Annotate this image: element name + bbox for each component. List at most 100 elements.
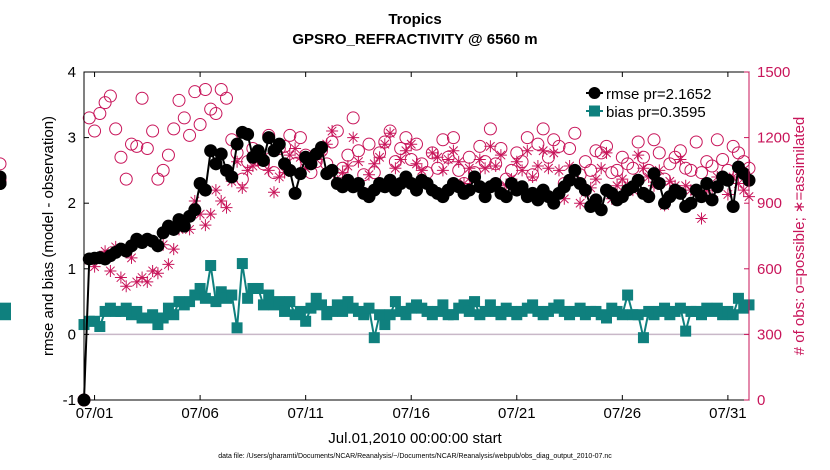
assimilated-obs-point — [194, 208, 207, 221]
assimilated-obs-point — [99, 245, 112, 258]
legend-rmse-label: rmse pr=2.1652 — [606, 86, 711, 103]
rmse-point — [209, 157, 223, 171]
possible-obs-point — [710, 133, 724, 147]
possible-obs-point — [689, 135, 703, 149]
rmse-point — [478, 190, 492, 204]
possible-obs-point — [161, 148, 175, 162]
rmse-point — [721, 173, 735, 187]
assimilated-obs-point — [289, 142, 302, 155]
rmse-point — [705, 193, 719, 207]
assimilated-obs-point — [114, 271, 127, 284]
bias-point — [199, 292, 211, 304]
rmse-point — [578, 183, 592, 197]
assimilated-obs-point — [389, 162, 402, 175]
rmse-point — [473, 180, 487, 194]
assimilated-obs-point — [611, 179, 624, 192]
rmse-point — [177, 219, 191, 233]
legend-bias-label: bias pr=0.3595 — [606, 104, 706, 121]
x-tick-label: 07/01 — [76, 405, 114, 422]
bias-point — [368, 332, 380, 344]
possible-obs-point — [172, 93, 186, 107]
possible-obs-point — [520, 131, 534, 145]
bias-point — [437, 299, 449, 311]
y-right-tick-label: 900 — [757, 195, 782, 212]
assimilated-obs-point — [479, 162, 492, 175]
possible-obs-point — [146, 124, 160, 138]
assimilated-obs-point — [436, 164, 449, 177]
rmse-point — [642, 190, 656, 204]
possible-obs-point — [193, 117, 207, 131]
bias-point — [342, 296, 354, 308]
bias-point — [379, 319, 391, 331]
bias-point — [680, 325, 692, 337]
assimilated-obs-point — [547, 146, 560, 159]
bias-point — [553, 299, 565, 311]
bias-point — [479, 305, 491, 317]
bias-point — [226, 289, 238, 301]
assimilated-obs-point — [130, 275, 143, 288]
possible-obs-point — [716, 152, 730, 166]
assimilated-obs-point — [637, 162, 650, 175]
possible-obs-point — [362, 137, 376, 151]
bias-point — [447, 309, 459, 321]
possible-obs-point — [647, 133, 661, 147]
chart-subtitle: GPSRO_REFRACTIVITY @ 6560 m — [292, 31, 537, 48]
rmse-point — [214, 147, 228, 161]
assimilated-obs-point — [188, 195, 201, 207]
possible-obs-point — [283, 128, 297, 142]
possible-obs-point — [130, 139, 144, 153]
possible-obs-point — [188, 85, 202, 99]
assimilated-obs-point — [431, 151, 444, 164]
bias-point — [162, 302, 174, 314]
rmse-point — [351, 177, 365, 191]
possible-obs-point — [0, 157, 7, 171]
bias-point — [326, 305, 338, 317]
bias-point — [316, 299, 327, 311]
assimilated-obs-point — [589, 173, 602, 186]
possible-obs-point — [167, 122, 181, 136]
possible-obs-point — [695, 166, 708, 180]
plot-area — [0, 72, 756, 407]
rmse-point — [256, 154, 270, 168]
assimilated-obs-point — [695, 212, 708, 225]
rmse-point — [251, 144, 265, 158]
assimilated-obs-point — [537, 144, 550, 157]
assimilated-obs-point — [246, 160, 259, 172]
rmse-point — [151, 239, 165, 253]
assimilated-obs-point — [595, 162, 608, 175]
possible-obs-point — [483, 122, 497, 136]
assimilated-obs-point — [167, 243, 180, 256]
assimilated-obs-point — [268, 186, 280, 199]
possible-obs-point — [547, 133, 561, 147]
bias-point — [622, 289, 634, 301]
x-tick-label: 07/16 — [392, 405, 430, 422]
assimilated-obs-point — [574, 197, 587, 210]
possible-obs-point — [135, 91, 149, 105]
bias-point — [432, 305, 444, 317]
assimilated-obs-point — [410, 157, 423, 170]
bias-point — [147, 309, 159, 321]
rmse-point — [198, 183, 212, 197]
assimilated-obs-point — [136, 271, 149, 284]
bias-point — [294, 305, 306, 317]
bias-point — [601, 312, 612, 324]
x-tick-label: 07/11 — [287, 405, 323, 422]
bias-point — [727, 309, 739, 321]
assimilated-obs-point — [104, 265, 117, 277]
rmse-point — [410, 183, 423, 197]
assimilated-obs-point — [283, 149, 296, 162]
bias-point — [0, 309, 11, 321]
bias-point — [236, 258, 248, 270]
possible-obs-point — [615, 150, 629, 164]
bias-point — [331, 299, 343, 311]
rmse-point — [515, 180, 529, 194]
x-axis-label: Jul.01,2010 00:00:00 start — [328, 430, 502, 447]
possible-obs-point — [198, 82, 212, 96]
assimilated-obs-point — [299, 162, 312, 175]
assimilated-obs-point — [378, 138, 391, 151]
rmse-point — [726, 199, 740, 213]
bias-point — [273, 296, 285, 308]
y-right-tick-label: 600 — [757, 261, 782, 278]
bias-point — [384, 309, 396, 321]
